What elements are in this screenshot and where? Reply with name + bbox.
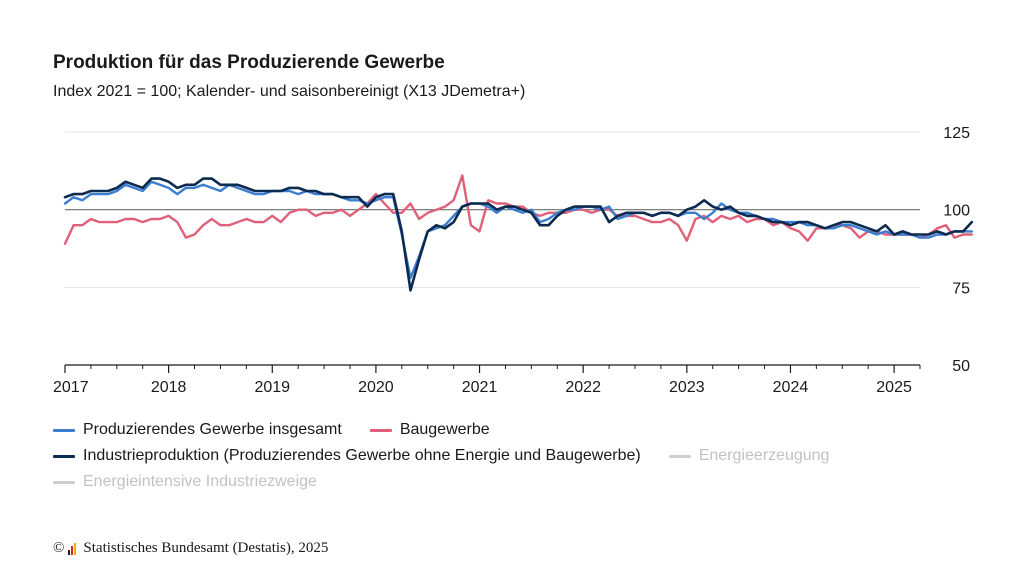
x-tick-label: 2025 [876, 379, 912, 396]
destatis-logo-icon [68, 542, 77, 555]
source-text: Statistisches Bundesamt (Destatis), 2025 [83, 540, 329, 556]
chart-title: Produktion für das Produzierende Gewerbe [53, 52, 445, 73]
legend-swatch [53, 428, 75, 432]
legend-swatch [53, 480, 75, 484]
x-tick-label: 2023 [669, 379, 705, 396]
series-line-produzierendes-gewerbe [63, 180, 973, 280]
legend-item-baugewerbe[interactable]: Baugewerbe [369, 421, 490, 439]
y-tick-label: 125 [943, 125, 970, 142]
x-tick-label: 2022 [565, 379, 601, 396]
source-credit: © Statistisches Bundesamt (Destatis), 20… [53, 540, 328, 557]
legend-item-produzierendes-gewerbe[interactable]: Produzierendes Gewerbe insgesamt [53, 421, 342, 439]
series-line-industrieproduktion [63, 177, 974, 292]
legend-swatch [668, 454, 691, 458]
legend-swatch [53, 454, 75, 458]
copyright-symbol: © [53, 540, 65, 556]
legend-item-energieerzeugung[interactable]: Energieerzeugung [668, 447, 830, 465]
y-tick-label: 50 [952, 358, 970, 375]
y-tick-label: 75 [952, 280, 970, 297]
chart-subtitle: Index 2021 = 100; Kalender- und saisonbe… [53, 83, 526, 100]
x-tick-label: 2017 [53, 379, 89, 396]
legend-swatch [369, 428, 392, 432]
legend-label: Baugewerbe [399, 421, 490, 438]
x-tick-label: 2019 [254, 379, 290, 396]
x-tick-label: 2021 [462, 379, 498, 396]
legend-label: Energieerzeugung [698, 447, 830, 464]
x-tick-label: 2024 [773, 379, 809, 396]
chart-legend: Produzierendes Gewerbe insgesamt Baugewe… [53, 417, 973, 495]
legend-label: Energieintensive Industriezweige [83, 473, 317, 490]
legend-label: Produzierendes Gewerbe insgesamt [83, 421, 342, 438]
line-chart: 50 75 100 125 2017 2018 2019 2020 2021 2022 2023 20… [53, 125, 974, 396]
legend-item-industrieproduktion[interactable]: Industrieproduktion (Produzierendes Gewe… [53, 447, 641, 465]
x-tick-label: 2020 [358, 379, 394, 396]
legend-item-energieintensive-industriezweige[interactable]: Energieintensive Industriezweige [53, 473, 317, 491]
series-line-baugewerbe [63, 174, 973, 246]
x-tick-label: 2018 [151, 379, 187, 396]
y-tick-label: 100 [943, 203, 970, 220]
legend-label: Industrieproduktion (Produzierendes Gewe… [83, 447, 641, 464]
